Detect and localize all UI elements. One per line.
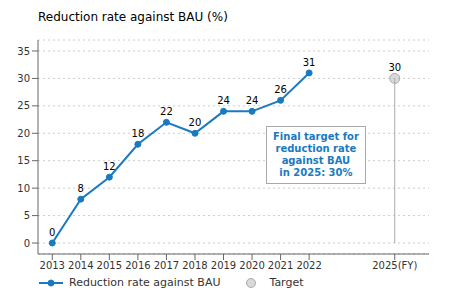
svg-text:12: 12 [103, 161, 116, 172]
svg-text:2013: 2013 [40, 260, 65, 271]
svg-text:10: 10 [17, 183, 30, 194]
svg-text:2015: 2015 [97, 260, 122, 271]
svg-text:2017: 2017 [154, 260, 179, 271]
html-text:Target: Target [269, 276, 304, 289]
svg-text:0: 0 [24, 238, 30, 249]
svg-text:15: 15 [17, 155, 30, 166]
svg-text:2014: 2014 [68, 260, 93, 271]
svg-text:24: 24 [246, 95, 259, 106]
svg-text:20: 20 [17, 128, 30, 139]
svg-text:31: 31 [303, 57, 316, 68]
svg-text:25: 25 [17, 100, 30, 111]
svg-text:2025(FY): 2025(FY) [372, 260, 417, 271]
svg-text:30: 30 [17, 73, 30, 84]
svg-text:30: 30 [388, 62, 401, 73]
svg-text:22: 22 [160, 106, 173, 117]
svg-text:5: 5 [24, 210, 30, 221]
svg-text:2020: 2020 [239, 260, 264, 271]
svg-text:20: 20 [189, 117, 202, 128]
svg-text:26: 26 [274, 84, 287, 95]
svg-text:24: 24 [217, 95, 230, 106]
html-text:Reduction rate against BAU (%): Reduction rate against BAU (%) [38, 10, 228, 24]
svg-text:2022: 2022 [296, 260, 321, 271]
svg-text:35: 35 [17, 46, 30, 57]
html-text:Final target for reduction rat: Final target for reduction rate against … [273, 131, 359, 178]
svg-text:18: 18 [132, 128, 145, 139]
html-text:Reduction rate against BAU: Reduction rate against BAU [69, 276, 221, 289]
svg-text:2021: 2021 [268, 260, 293, 271]
svg-text:2016: 2016 [125, 260, 150, 271]
svg-text:8: 8 [78, 183, 84, 194]
svg-text:2018: 2018 [182, 260, 207, 271]
svg-text:2019: 2019 [211, 260, 236, 271]
svg-text:0: 0 [49, 227, 55, 238]
